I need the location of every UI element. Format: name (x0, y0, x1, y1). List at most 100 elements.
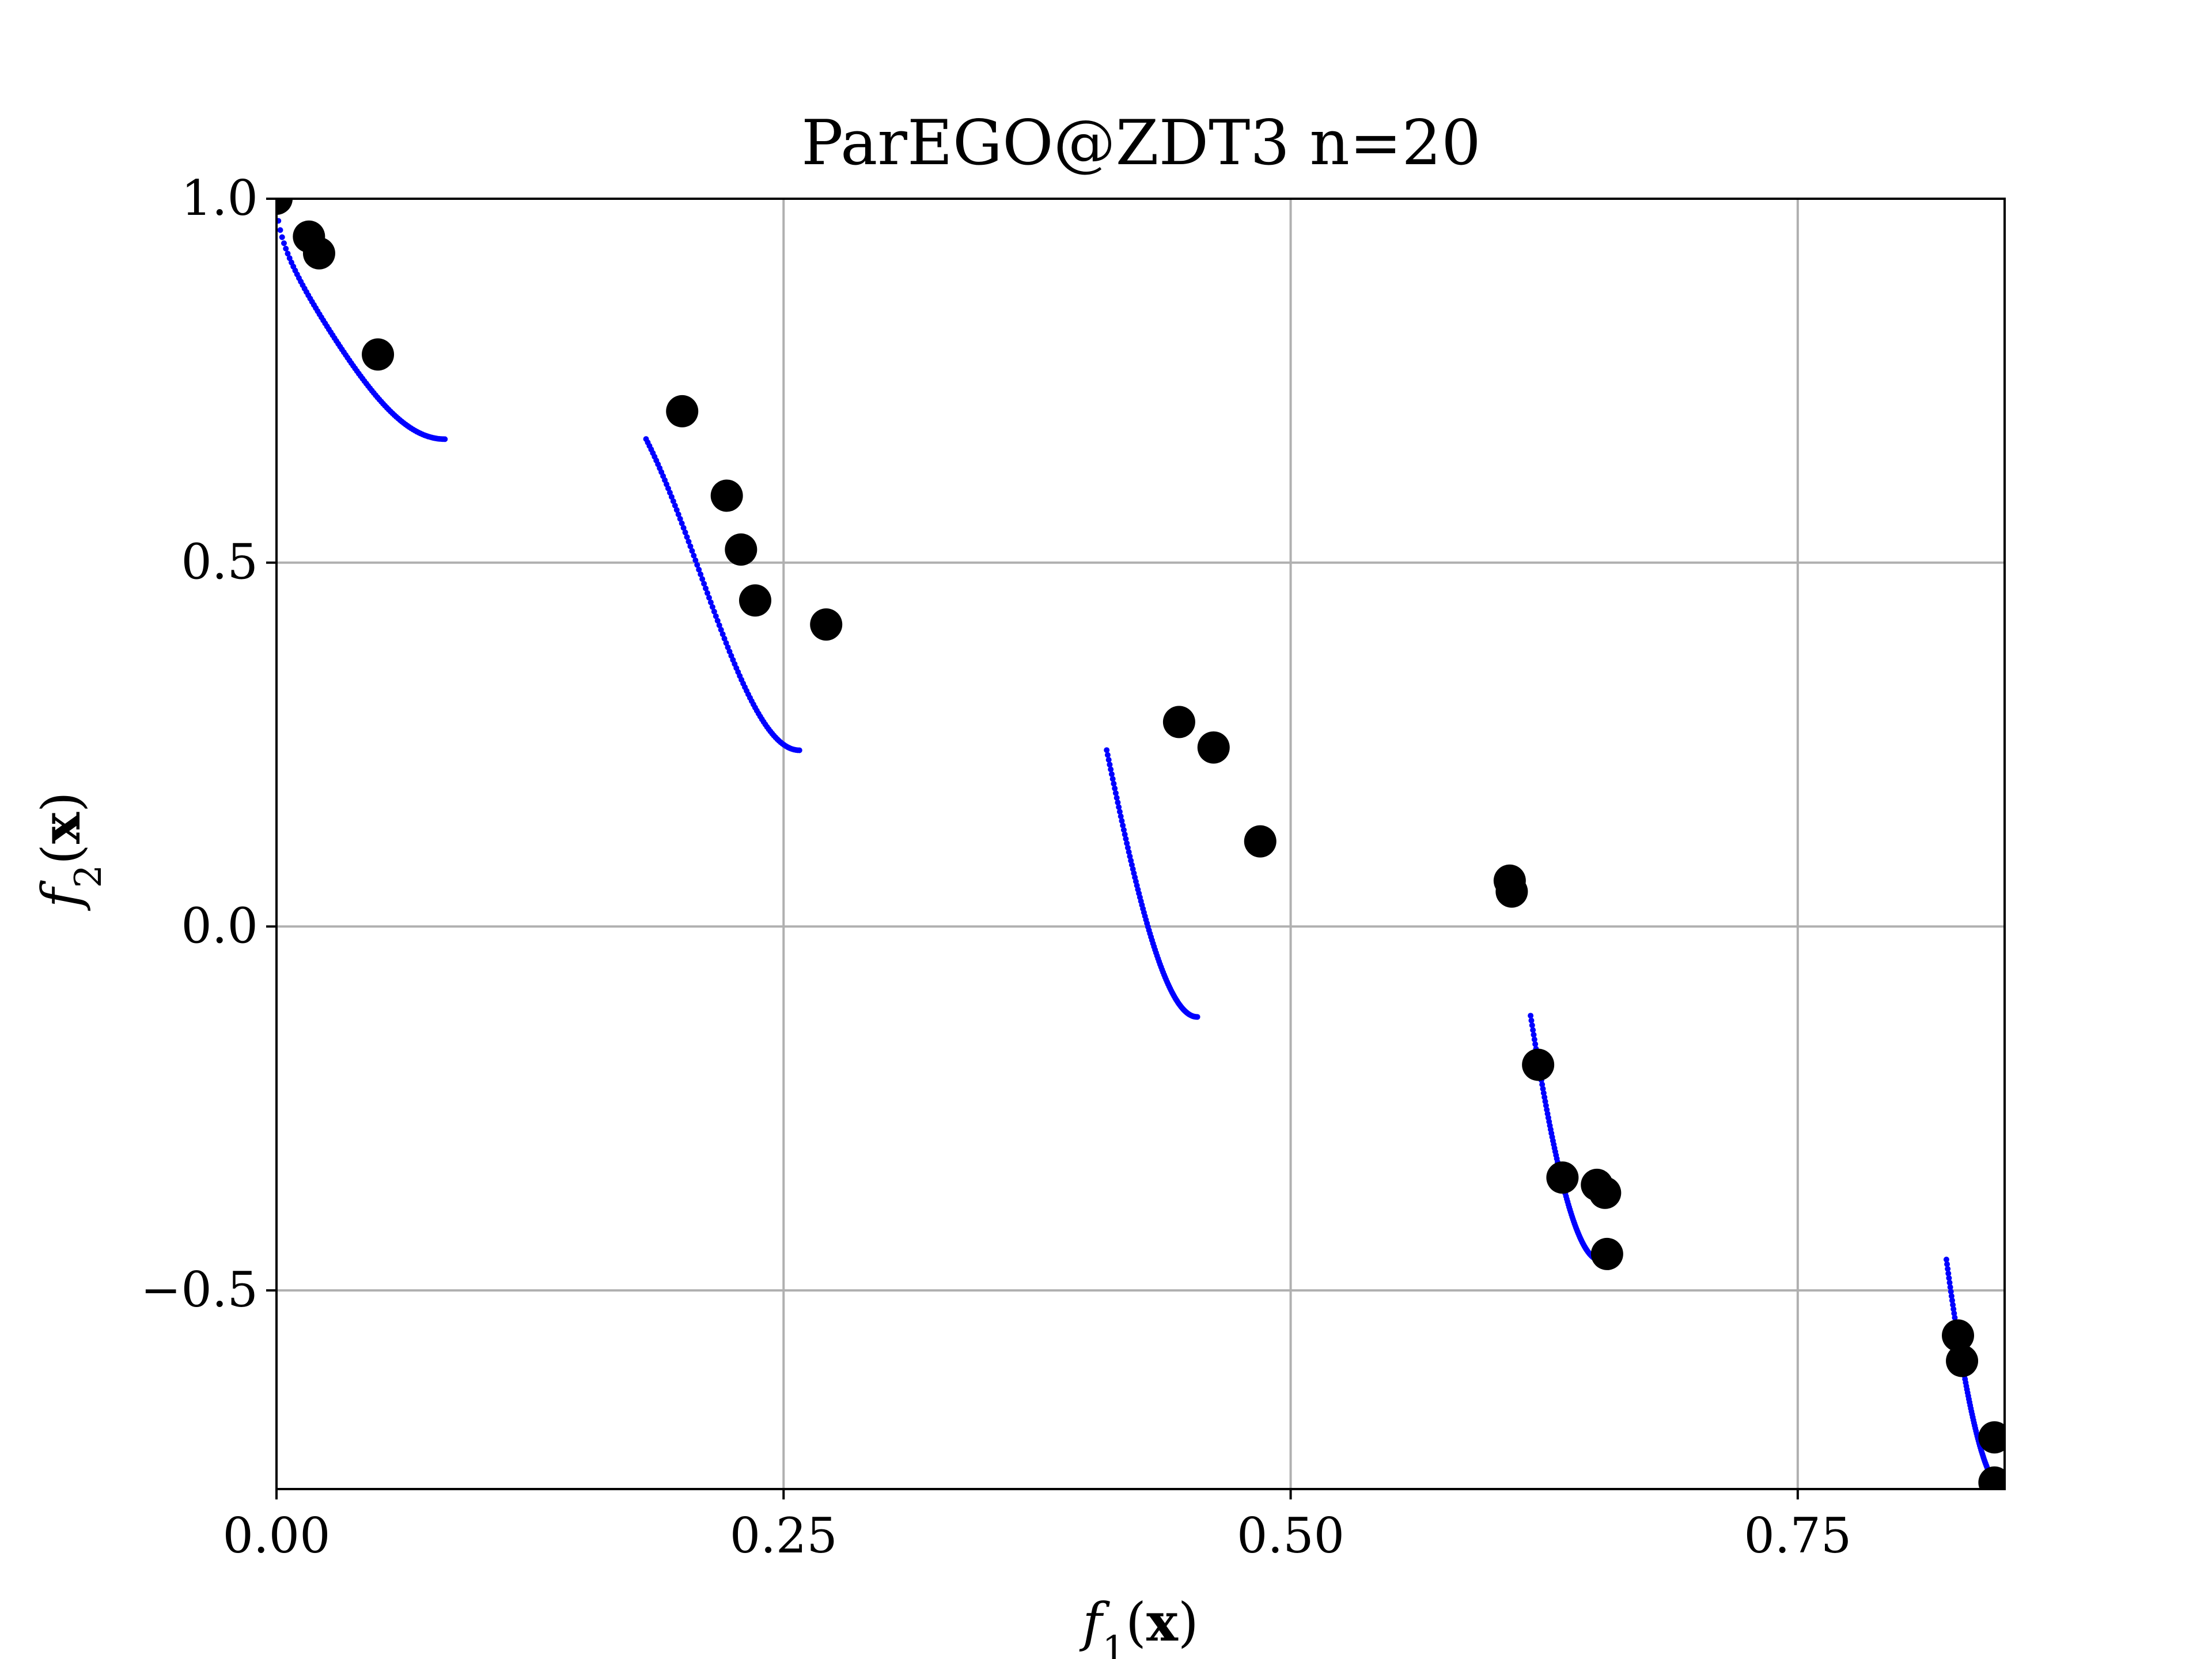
pareto-front-point (1943, 1256, 1949, 1263)
pareto-front-point (704, 590, 711, 596)
sample-point (276, 199, 293, 215)
y-label-open: ( (31, 844, 92, 865)
pareto-front-point (1528, 1017, 1535, 1024)
sample-points-series (276, 199, 2005, 1489)
pareto-front-point (1104, 752, 1111, 758)
pareto-front-point (1108, 771, 1115, 777)
pareto-front-point (1539, 1081, 1546, 1088)
y-label-sub: 2 (67, 865, 110, 888)
pareto-front-point (692, 557, 699, 563)
pareto-front-point (679, 520, 685, 527)
pareto-front-point (685, 539, 692, 545)
plot-area (276, 199, 2005, 1489)
pareto-front-point (680, 525, 687, 531)
y-label-close: ) (31, 791, 92, 812)
pareto-front-point (1108, 766, 1114, 772)
pareto-front-point (1948, 1293, 1955, 1299)
axes-frame (275, 198, 2006, 1490)
pareto-front-point (698, 571, 704, 578)
x-label-sub: 1 (1102, 1628, 1126, 1659)
x-tick-label: 0.00 (222, 1508, 330, 1564)
pareto-front-point (699, 576, 706, 582)
pareto-front-point (1944, 1261, 1950, 1267)
pareto-front-point (716, 622, 722, 628)
pareto-front-point (281, 240, 287, 247)
pareto-front-point (701, 581, 707, 587)
sample-point (1946, 1344, 1979, 1377)
pareto-front-point (721, 635, 728, 642)
chart-title: ParEGO@ZDT3 n=20 (801, 107, 1481, 179)
sample-point (710, 479, 743, 512)
pareto-front-point (1104, 747, 1110, 753)
pareto-front-point (1531, 1036, 1537, 1043)
sample-point (1590, 1237, 1623, 1270)
sample-point (1522, 1048, 1555, 1081)
pareto-front-point (1116, 804, 1122, 810)
pareto-front-point (711, 608, 717, 615)
pareto-front-point (1950, 1302, 1956, 1308)
sample-point (1244, 825, 1277, 858)
pareto-front-point (1945, 1270, 1952, 1277)
pareto-front-point (1113, 794, 1120, 801)
pareto-front-point (689, 548, 695, 554)
pareto-front-point (694, 562, 700, 568)
pareto-front-point (672, 502, 678, 509)
pareto-front-point (1945, 1266, 1951, 1272)
x-label-arg: x (1146, 1591, 1179, 1653)
pareto-front-point (286, 255, 293, 262)
pareto-front-point (1948, 1289, 1954, 1295)
pareto-front-point (283, 245, 289, 252)
pareto-front-point (677, 516, 683, 522)
y-tick-label: −0.5 (141, 1262, 258, 1318)
pareto-front-point (1530, 1027, 1536, 1033)
sample-point (1978, 1466, 2005, 1489)
y-tick-label: 0.5 (181, 534, 258, 590)
sample-point (1546, 1161, 1579, 1194)
pareto-front-point (706, 594, 712, 601)
sample-point (362, 338, 395, 371)
pareto-front-point (1115, 800, 1121, 806)
x-tick-label: 0.75 (1744, 1508, 1851, 1564)
y-tick-label: 1.0 (181, 170, 258, 226)
pareto-front-point (709, 604, 715, 610)
pareto-front-point (687, 543, 694, 550)
pareto-front-point (1540, 1086, 1546, 1092)
pareto-front-point (719, 631, 726, 637)
x-tick-label: 0.50 (1237, 1508, 1344, 1564)
pareto-front-point (442, 436, 448, 442)
pareto-front-point (691, 552, 697, 559)
y-tick-label: 0.0 (181, 897, 258, 954)
pareto-front-point (1116, 809, 1123, 815)
pareto-front-point (714, 618, 721, 624)
sample-point (1942, 1319, 1975, 1352)
pareto-front-point (670, 498, 676, 505)
pareto-front-point (1109, 776, 1116, 782)
pareto-front-point (682, 529, 688, 536)
pareto-front-point (1122, 831, 1128, 838)
x-axis-ticks: 0.00 0.25 0.50 0.75 (222, 1489, 1851, 1564)
sample-point (810, 608, 843, 641)
pareto-front-point (279, 234, 285, 240)
y-label-arg: x (30, 812, 92, 844)
pareto-front-point (1951, 1310, 1957, 1316)
pareto-front-point (796, 747, 802, 753)
sample-point (1978, 1421, 2005, 1454)
pareto-front-point (277, 227, 283, 233)
y-axis-label: f2(x) (30, 791, 110, 911)
sample-point (666, 395, 699, 427)
pareto-front-point (1120, 827, 1127, 833)
sample-point (1162, 706, 1195, 738)
pareto-front-point (684, 534, 690, 540)
pareto-front-point (703, 585, 709, 592)
x-label-open: ( (1126, 1592, 1146, 1653)
pareto-front-point (1118, 813, 1124, 820)
sample-point (1495, 875, 1528, 908)
pareto-front-point (1107, 762, 1113, 768)
pareto-front-point (1528, 1013, 1534, 1019)
pareto-front-point (723, 640, 729, 646)
pareto-front-point (675, 511, 681, 517)
pareto-front-point (1105, 756, 1112, 763)
pareto-front-point (673, 507, 680, 513)
pareto-front-point (1120, 822, 1126, 828)
pareto-front-point (1946, 1279, 1953, 1286)
